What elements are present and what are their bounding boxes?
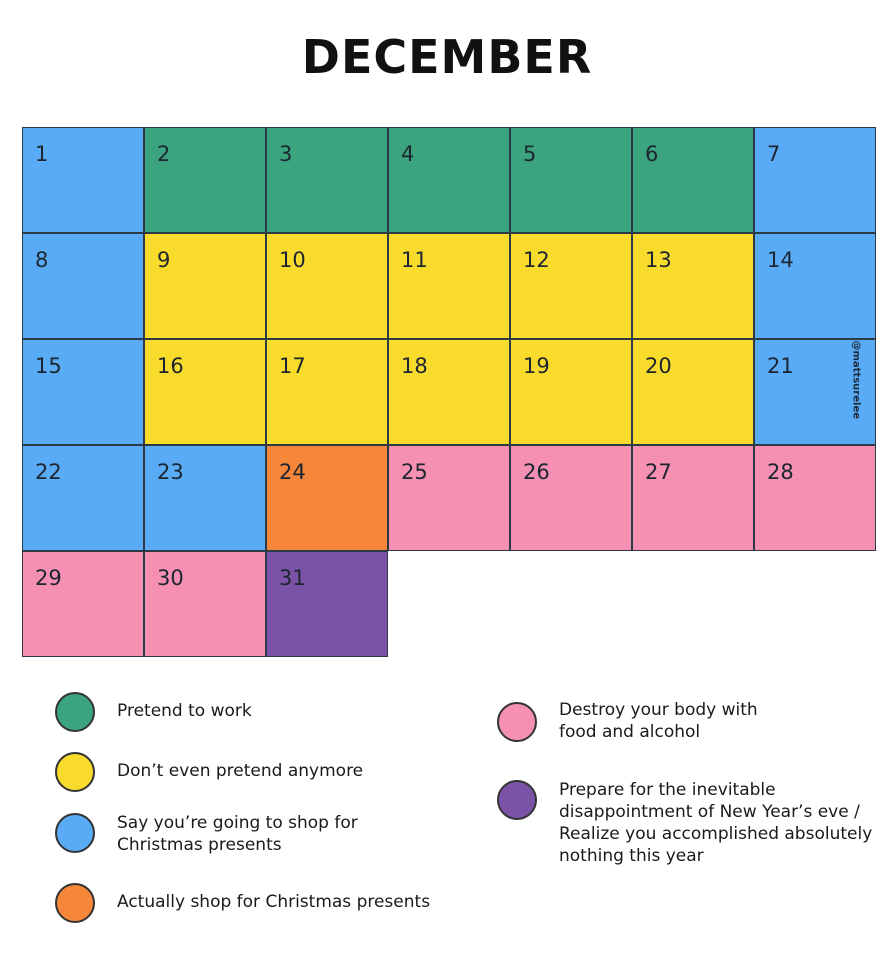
day-cell-6: 6 xyxy=(632,127,754,233)
day-number: 5 xyxy=(523,142,537,166)
day-number: 28 xyxy=(767,460,794,484)
day-number: 10 xyxy=(279,248,306,272)
day-cell-11: 11 xyxy=(388,233,510,339)
day-cell-25: 25 xyxy=(388,445,510,551)
legend-swatch-purple xyxy=(497,780,537,820)
day-number: 15 xyxy=(35,354,62,378)
day-number: 27 xyxy=(645,460,672,484)
legend-label: Don’t even pretend anymore xyxy=(117,761,364,781)
day-cell-17: 17 xyxy=(266,339,388,445)
day-cell-28: 28 xyxy=(754,445,876,551)
day-number: 9 xyxy=(157,248,171,272)
day-number: 6 xyxy=(645,142,659,166)
day-cell-20: 20 xyxy=(632,339,754,445)
day-cell-14: 14 xyxy=(754,233,876,339)
calendar-title: DECEMBER xyxy=(301,30,593,84)
day-cell-27: 27 xyxy=(632,445,754,551)
legend-label: Actually shop for Christmas presents xyxy=(117,892,431,912)
day-number: 8 xyxy=(35,248,49,272)
day-cell-2: 2 xyxy=(144,127,266,233)
day-cell-5: 5 xyxy=(510,127,632,233)
legend-item-shop: Actually shop for Christmas presents xyxy=(55,883,475,923)
day-cell-16: 16 xyxy=(144,339,266,445)
day-cell-13: 13 xyxy=(632,233,754,339)
day-number: 14 xyxy=(767,248,794,272)
day-number: 3 xyxy=(279,142,293,166)
day-number: 19 xyxy=(523,354,550,378)
day-number: 24 xyxy=(279,460,306,484)
day-cell-31: 31 xyxy=(266,551,388,657)
day-number: 16 xyxy=(157,354,184,378)
legend-swatch-green xyxy=(55,692,95,732)
day-cell-7: 7 xyxy=(754,127,876,233)
day-cell-15: 15 xyxy=(22,339,144,445)
day-number: 12 xyxy=(523,248,550,272)
day-number: 31 xyxy=(279,566,306,590)
day-cell-8: 8 xyxy=(22,233,144,339)
day-number: 17 xyxy=(279,354,306,378)
day-cell-29: 29 xyxy=(22,551,144,657)
day-cell-23: 23 xyxy=(144,445,266,551)
day-cell-26: 26 xyxy=(510,445,632,551)
legend-item-nye: Prepare for the inevitable disappointmen… xyxy=(497,780,877,867)
day-cell-21: 21 xyxy=(754,339,876,445)
day-cell-19: 19 xyxy=(510,339,632,445)
legend-item-work: Pretend to work xyxy=(55,692,385,732)
legend-swatch-orange xyxy=(55,883,95,923)
day-number: 4 xyxy=(401,142,415,166)
day-number: 25 xyxy=(401,460,428,484)
day-cell-4: 4 xyxy=(388,127,510,233)
legend-label: Say you’re going to shop for Christmas p… xyxy=(117,813,358,855)
legend-swatch-blue xyxy=(55,813,95,853)
legend-swatch-pink xyxy=(497,702,537,742)
day-number: 21 xyxy=(767,354,794,378)
day-number: 22 xyxy=(35,460,62,484)
legend-label: Pretend to work xyxy=(117,701,252,721)
day-number: 1 xyxy=(35,142,49,166)
day-number: 18 xyxy=(401,354,428,378)
day-number: 2 xyxy=(157,142,171,166)
legend-swatch-yellow xyxy=(55,752,95,792)
day-cell-30: 30 xyxy=(144,551,266,657)
day-number: 11 xyxy=(401,248,428,272)
day-number: 29 xyxy=(35,566,62,590)
day-number: 23 xyxy=(157,460,184,484)
day-number: 13 xyxy=(645,248,672,272)
day-number: 30 xyxy=(157,566,184,590)
day-cell-9: 9 xyxy=(144,233,266,339)
watermark-text: @mattsurelee xyxy=(850,340,862,420)
legend-label: Prepare for the inevitable disappointmen… xyxy=(559,780,873,866)
legend-item-none: Don’t even pretend anymore xyxy=(55,752,415,792)
day-cell-1: 1 xyxy=(22,127,144,233)
day-cell-22: 22 xyxy=(22,445,144,551)
day-cell-18: 18 xyxy=(388,339,510,445)
watermark: @mattsurelee xyxy=(846,341,866,435)
day-number: 20 xyxy=(645,354,672,378)
day-cell-24: 24 xyxy=(266,445,388,551)
legend-label: Destroy your body with food and alcohol xyxy=(559,700,758,742)
day-cell-12: 12 xyxy=(510,233,632,339)
day-number: 7 xyxy=(767,142,781,166)
legend-item-destroy: Destroy your body with food and alcohol xyxy=(497,700,827,743)
day-cell-10: 10 xyxy=(266,233,388,339)
day-cell-3: 3 xyxy=(266,127,388,233)
day-number: 26 xyxy=(523,460,550,484)
legend-item-say-shop: Say you’re going to shop for Christmas p… xyxy=(55,813,375,856)
